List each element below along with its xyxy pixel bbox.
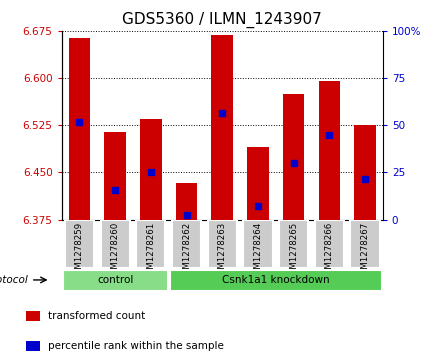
FancyBboxPatch shape [350, 220, 380, 268]
Bar [319, 81, 340, 220]
Bar [354, 125, 376, 220]
Text: GSM1278263: GSM1278263 [218, 221, 227, 280]
FancyBboxPatch shape [208, 220, 237, 268]
Text: transformed count: transformed count [48, 311, 145, 321]
FancyBboxPatch shape [100, 220, 130, 268]
FancyBboxPatch shape [62, 270, 168, 291]
Bar [26, 311, 40, 321]
Bar [26, 341, 40, 351]
Title: GDS5360 / ILMN_1243907: GDS5360 / ILMN_1243907 [122, 12, 322, 28]
Text: GSM1278262: GSM1278262 [182, 221, 191, 280]
Text: GSM1278265: GSM1278265 [289, 221, 298, 280]
Text: GSM1278260: GSM1278260 [110, 221, 120, 280]
Text: GSM1278261: GSM1278261 [147, 221, 155, 280]
Text: GSM1278266: GSM1278266 [325, 221, 334, 280]
FancyBboxPatch shape [172, 220, 201, 268]
Text: Csnk1a1 knockdown: Csnk1a1 knockdown [222, 276, 330, 285]
Bar [176, 183, 197, 220]
FancyBboxPatch shape [65, 220, 94, 268]
Bar [247, 147, 268, 220]
Text: GSM1278267: GSM1278267 [360, 221, 370, 280]
Text: GSM1278264: GSM1278264 [253, 221, 262, 280]
Text: protocol: protocol [0, 275, 28, 285]
FancyBboxPatch shape [279, 220, 308, 268]
FancyBboxPatch shape [243, 220, 272, 268]
FancyBboxPatch shape [136, 220, 165, 268]
Text: GSM1278259: GSM1278259 [75, 221, 84, 280]
Bar [283, 94, 304, 220]
FancyBboxPatch shape [315, 220, 344, 268]
FancyBboxPatch shape [170, 270, 382, 291]
Bar [212, 35, 233, 220]
Bar [69, 38, 90, 220]
Text: percentile rank within the sample: percentile rank within the sample [48, 341, 224, 351]
Bar [140, 119, 161, 220]
Bar [104, 131, 126, 220]
Text: control: control [97, 276, 133, 285]
